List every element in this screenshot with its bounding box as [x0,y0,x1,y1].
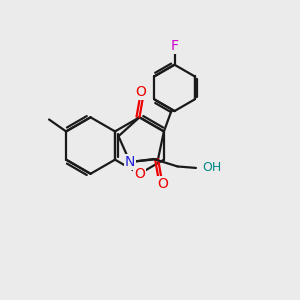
Text: O: O [136,85,146,99]
Text: O: O [158,177,169,191]
Text: O: O [134,167,145,181]
Text: OH: OH [202,161,222,174]
Text: F: F [170,39,178,53]
Text: N: N [125,155,135,169]
